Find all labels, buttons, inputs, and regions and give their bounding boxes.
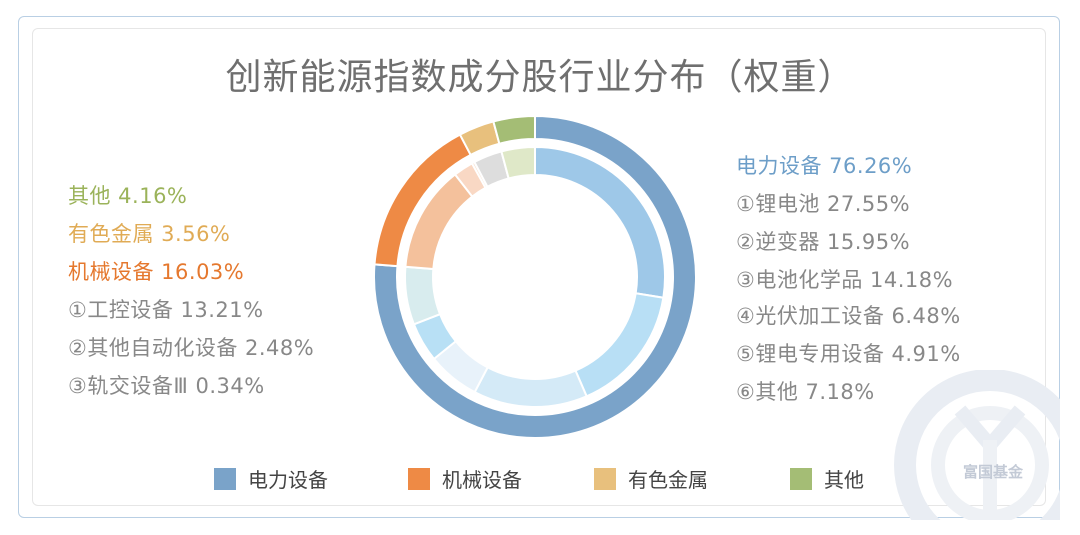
legend-item-nonferrous: 有色金属 bbox=[594, 464, 708, 493]
legend-label: 有色金属 bbox=[628, 468, 708, 492]
outer-slice-3 bbox=[492, 114, 536, 145]
label-pv-processing-equipment: ④光伏加工设备 6.48% bbox=[736, 304, 961, 328]
inner-slice-5 bbox=[404, 265, 442, 326]
legend-label: 电力设备 bbox=[248, 468, 328, 492]
label-machinery-equipment: 机械设备 16.03% bbox=[68, 260, 245, 284]
outer-frame bbox=[18, 16, 1060, 518]
label-lithium-special-equipment: ⑤锂电专用设备 4.91% bbox=[736, 342, 961, 366]
legend-label: 机械设备 bbox=[442, 468, 522, 492]
fullgoal-logo-watermark bbox=[894, 370, 1060, 520]
legend-item-machinery: 机械设备 bbox=[408, 464, 522, 493]
label-other: 其他 4.16% bbox=[68, 184, 188, 208]
label-inverter: ②逆变器 15.95% bbox=[736, 230, 911, 254]
outer-slice-0 bbox=[373, 114, 697, 439]
legend-swatch bbox=[408, 467, 430, 490]
legend-swatch bbox=[594, 467, 616, 490]
label-battery-chemicals: ③电池化学品 14.18% bbox=[736, 268, 954, 292]
label-lithium-battery: ①锂电池 27.55% bbox=[736, 192, 911, 216]
label-other-automation: ②其他自动化设备 2.48% bbox=[68, 336, 315, 360]
label-electric-other: ⑥其他 7.18% bbox=[736, 380, 875, 404]
inner-slice-10 bbox=[500, 145, 536, 180]
label-rail-transit-equipment: ③轨交设备Ⅲ 0.34% bbox=[68, 374, 265, 398]
legend-swatch bbox=[214, 467, 236, 490]
legend-label: 其他 bbox=[824, 468, 864, 492]
watermark-text: 富国基金 bbox=[963, 463, 1024, 481]
legend-item-other: 其他 bbox=[790, 464, 864, 493]
label-electric-equipment: 电力设备 76.26% bbox=[736, 154, 913, 178]
label-nonferrous-metals: 有色金属 3.56% bbox=[68, 222, 231, 246]
inner-slice-2 bbox=[473, 366, 588, 408]
label-industrial-control: ①工控设备 13.21% bbox=[68, 298, 264, 322]
legend-item-electric-equipment: 电力设备 bbox=[214, 464, 328, 493]
chart-title: 创新能源指数成分股行业分布（权重） bbox=[225, 57, 855, 98]
legend-swatch bbox=[790, 467, 812, 490]
